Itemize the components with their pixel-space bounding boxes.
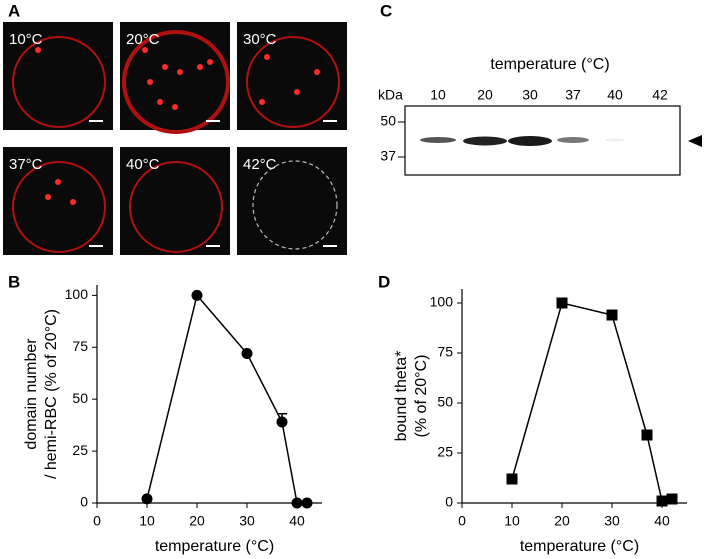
data-line <box>511 302 673 502</box>
band <box>420 137 456 143</box>
domain-spot <box>177 69 183 75</box>
lane-label: 20 <box>477 87 493 103</box>
image-label: 37°C <box>9 156 43 173</box>
lane-label: 40 <box>607 87 623 103</box>
domain-spot <box>35 47 41 53</box>
x-tick-label: 10 <box>504 513 520 529</box>
x-axis-label: temperature (°C) <box>520 538 639 555</box>
band <box>557 137 589 143</box>
x-tick-label: 30 <box>239 513 255 529</box>
y-axis-label: domain number <box>23 338 40 450</box>
x-tick-label: 30 <box>604 513 620 529</box>
image-label: 40°C <box>126 156 160 173</box>
band <box>605 138 625 142</box>
x-tick-label: 10 <box>139 513 155 529</box>
x-tick-label: 20 <box>554 513 570 529</box>
blot-title: temperature (°C) <box>490 56 609 73</box>
micrograph <box>120 22 230 130</box>
marker <box>301 497 313 509</box>
marker <box>191 289 203 301</box>
lane-label: 10 <box>430 87 446 103</box>
marker-label: 50 <box>380 113 396 129</box>
y-tick-label: 0 <box>80 494 88 510</box>
cell-membrane <box>246 36 340 128</box>
micrograph <box>3 147 113 255</box>
panel-label: B <box>8 272 20 291</box>
x-tick-label: 0 <box>93 513 101 529</box>
cell-membrane <box>129 161 223 253</box>
y-tick-label: 25 <box>72 442 88 458</box>
domain-spot <box>45 194 51 200</box>
marker <box>506 473 518 485</box>
panel-label: A <box>8 1 20 20</box>
y-tick-label: 75 <box>437 344 453 360</box>
x-axis-label: temperature (°C) <box>155 538 274 555</box>
image-label: 10°C <box>9 31 43 48</box>
marker <box>656 495 668 507</box>
domain-spot <box>207 59 213 65</box>
image-label: 20°C <box>126 31 160 48</box>
cell-membrane <box>12 36 106 128</box>
marker <box>641 429 653 441</box>
marker <box>276 416 288 428</box>
micrograph <box>237 147 347 255</box>
blot-unit: kDa <box>378 87 403 103</box>
arrowhead <box>688 135 702 147</box>
lane-label: 42 <box>652 87 668 103</box>
domain-spot <box>172 104 178 110</box>
lane-label: 30 <box>522 87 538 103</box>
image-label: 42°C <box>243 156 277 173</box>
micrograph <box>3 22 113 130</box>
marker <box>241 348 253 360</box>
domain-spot <box>157 99 163 105</box>
domain-spot <box>314 69 320 75</box>
band <box>463 136 507 146</box>
marker <box>141 493 153 505</box>
domain-spot <box>70 199 76 205</box>
marker <box>291 497 303 509</box>
y-tick-label: 75 <box>72 338 88 354</box>
lane-label: 37 <box>565 87 581 103</box>
domain-spot <box>142 47 148 53</box>
cell-membrane <box>122 30 230 134</box>
domain-spot <box>294 89 300 95</box>
panel-label: C <box>380 1 392 20</box>
band <box>508 136 552 146</box>
micrograph <box>120 147 230 255</box>
x-tick-label: 40 <box>289 513 305 529</box>
y-axis-label: bound theta* <box>393 351 410 442</box>
marker <box>556 297 568 309</box>
domain-spot <box>55 179 61 185</box>
domain-spot <box>147 79 153 85</box>
marker-label: 37 <box>380 148 396 164</box>
cell-outline <box>252 160 338 250</box>
y-tick-label: 100 <box>65 286 89 302</box>
domain-spot <box>259 99 265 105</box>
image-label: 30°C <box>243 31 277 48</box>
domain-spot <box>264 54 270 60</box>
x-tick-label: 40 <box>654 513 670 529</box>
domain-spot <box>197 64 203 70</box>
data-line <box>146 293 307 504</box>
micrograph <box>237 22 347 130</box>
x-tick-label: 0 <box>458 513 466 529</box>
x-tick-label: 20 <box>189 513 205 529</box>
y-tick-label: 100 <box>430 294 454 310</box>
domain-spot <box>162 64 168 70</box>
y-tick-label: 50 <box>437 394 453 410</box>
y-axis-label: / hemi-RBC (% of 20°C) <box>43 309 60 479</box>
marker <box>666 493 678 505</box>
y-axis-label: (% of 20°C) <box>413 355 430 438</box>
marker <box>606 309 618 321</box>
cell-membrane <box>12 161 106 253</box>
y-tick-label: 0 <box>445 494 453 510</box>
panel-label: D <box>378 272 390 291</box>
y-tick-label: 50 <box>72 390 88 406</box>
y-tick-label: 25 <box>437 444 453 460</box>
